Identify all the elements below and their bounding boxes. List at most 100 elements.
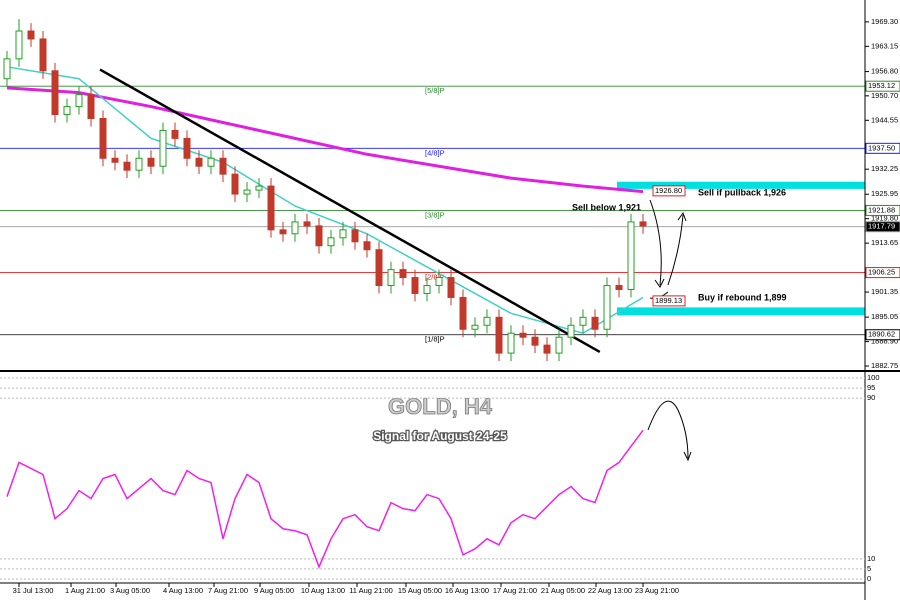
x-tick-label: 17 Aug 21:00	[493, 586, 537, 595]
candle-body	[411, 277, 419, 294]
candle-body	[339, 229, 347, 239]
level-tag: [1/8]P	[425, 335, 445, 344]
arrow-head	[654, 278, 665, 288]
candle-body	[507, 332, 515, 354]
candle-body	[111, 157, 119, 163]
osc-tick-label: 10	[867, 554, 875, 563]
candle-body	[75, 94, 83, 108]
candle-body	[183, 137, 191, 159]
y-tick-label: 1882.75	[871, 361, 898, 370]
candle-body	[555, 336, 563, 354]
candle-body	[627, 221, 635, 290]
candle-body	[375, 249, 383, 287]
annotation: Sell if pullback 1,926	[698, 187, 786, 197]
y-tick-label: 1895.05	[871, 312, 898, 321]
candle-body	[87, 94, 95, 119]
x-tick-label: 10 Aug 13:00	[301, 586, 345, 595]
y-tick-label: 1925.95	[871, 189, 898, 198]
y-tick-label: 1950.70	[871, 91, 898, 100]
candle-body	[471, 324, 479, 330]
oscillator-line	[6, 429, 644, 569]
level-box	[865, 221, 900, 233]
arrow	[647, 400, 689, 459]
candle-body	[399, 269, 407, 279]
trend-line	[99, 68, 601, 354]
level-label: 1921.88	[868, 205, 895, 214]
candle-body	[99, 117, 107, 159]
callout-box	[652, 295, 686, 307]
level-label: 1890.62	[868, 330, 895, 339]
x-tick-label: 9 Aug 05:00	[254, 586, 294, 595]
level-box	[865, 267, 900, 279]
candle-body	[579, 316, 587, 326]
candle-body	[255, 185, 263, 191]
x-tick-label: 1 Aug 21:00	[65, 586, 105, 595]
candle-body	[219, 157, 227, 175]
candle-body	[135, 157, 143, 171]
level-tag: [3/8]P	[425, 210, 445, 219]
annotation: Buy if rebound 1,899	[698, 292, 787, 302]
x-tick-label: 16 Aug 13:00	[445, 586, 489, 595]
level-box	[865, 204, 900, 216]
y-tick-label: 1888.90	[871, 337, 898, 346]
level-label: 1906.25	[868, 268, 895, 277]
candle-body	[243, 189, 251, 195]
candle-body	[195, 157, 203, 167]
x-tick-label: 3 Aug 05:00	[110, 586, 150, 595]
candle-body	[39, 38, 47, 72]
y-tick-label: 1956.80	[871, 67, 898, 76]
candle-body	[279, 229, 287, 235]
level-tag: [5/8]P	[425, 86, 445, 95]
candle-body	[291, 221, 299, 235]
callout-label: 1899.13	[655, 296, 682, 305]
arrow-head	[677, 211, 687, 222]
chart-title: GOLD, H4	[388, 394, 493, 419]
slow-average	[6, 86, 644, 194]
x-tick-label: 15 Aug 05:00	[398, 586, 442, 595]
candle-body	[51, 70, 59, 116]
osc-tick-label: 95	[867, 383, 875, 392]
osc-tick-label: 100	[867, 373, 880, 382]
x-tick-label: 21 Aug 05:00	[541, 586, 585, 595]
level-box	[865, 329, 900, 341]
x-tick-label: 23 Aug 21:00	[635, 586, 679, 595]
candle-body	[543, 344, 551, 354]
x-tick-label: 11 Aug 21:00	[349, 586, 393, 595]
candle-body	[423, 285, 431, 294]
osc-tick-label: 90	[867, 393, 875, 402]
x-tick-label: 31 Jul 13:00	[13, 586, 54, 595]
y-tick-label: 1944.55	[871, 115, 898, 124]
candle-body	[171, 129, 179, 139]
callout-label: 1926.80	[655, 186, 682, 195]
candle-body	[519, 332, 527, 338]
arrow-head	[683, 451, 692, 462]
arrow	[649, 199, 662, 286]
candle-body	[147, 157, 155, 167]
level-tag: [4/8]P	[425, 148, 445, 157]
level-box	[865, 142, 900, 154]
y-tick-label: 1913.65	[871, 238, 898, 247]
annotation: Sell below 1,921	[572, 202, 641, 212]
candle-body	[435, 277, 443, 287]
candle-body	[327, 237, 335, 247]
candle-body	[15, 30, 23, 60]
candle-body	[123, 161, 131, 171]
candle-body	[63, 106, 71, 116]
level-tag: [2/8]P	[425, 273, 445, 282]
y-tick-label: 1919.80	[871, 214, 898, 223]
candle-body	[363, 241, 371, 251]
y-tick-label: 1932.25	[871, 164, 898, 173]
candle-body	[267, 185, 275, 231]
level-box	[865, 80, 900, 92]
candle-body	[615, 285, 623, 290]
osc-tick-label: 5	[867, 564, 871, 573]
candle-body	[303, 221, 311, 227]
candle-body	[483, 316, 491, 326]
candle-body	[387, 269, 395, 287]
zone	[617, 307, 865, 316]
x-tick-label: 7 Aug 21:00	[208, 586, 248, 595]
candle-body	[531, 336, 539, 346]
arrow	[667, 214, 684, 286]
candle-body	[231, 173, 239, 195]
